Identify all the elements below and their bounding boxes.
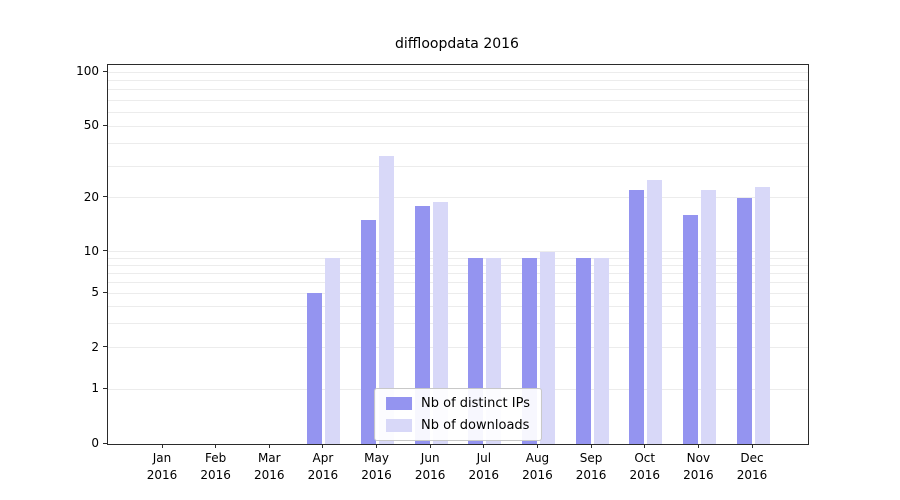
- x-tick-label-mar: Mar 2016: [253, 451, 285, 482]
- x-tick-mark: [644, 444, 646, 448]
- bar-distinct-ips-jun: [414, 205, 430, 444]
- x-tick-mark: [322, 444, 324, 448]
- y-tick-mark: [103, 196, 107, 198]
- x-tick-label-oct: Oct 2016: [629, 451, 660, 482]
- bar-distinct-ips-nov: [682, 215, 698, 444]
- x-tick-mark: [483, 444, 485, 448]
- gridline-7: [108, 272, 808, 274]
- gridline-2: [108, 347, 808, 349]
- bar-downloads-dec: [754, 186, 770, 444]
- y-tick-mark: [103, 346, 107, 348]
- x-tick-mark: [215, 444, 217, 448]
- chart-title: diffloopdata 2016: [395, 36, 519, 52]
- y-tick-label-100: 100: [76, 64, 99, 79]
- bar-downloads-jun: [432, 201, 448, 444]
- gridline-60: [108, 111, 808, 113]
- bar-downloads-sep: [593, 258, 609, 444]
- x-tick-mark: [697, 444, 699, 448]
- gridline-100: [108, 71, 808, 73]
- legend-item-downloads: Nb of downloads: [386, 418, 530, 433]
- bar-distinct-ips-sep: [575, 258, 591, 444]
- x-tick-mark: [590, 444, 592, 448]
- gridline-10: [108, 251, 808, 253]
- x-tick-label-may: May 2016: [361, 451, 392, 482]
- y-tick-label-0: 0: [91, 436, 99, 450]
- x-tick-label-jul: Jul 2016: [468, 451, 500, 482]
- x-tick-mark: [751, 444, 753, 448]
- x-tick-label-sep: Sep 2016: [575, 451, 607, 482]
- gridline-4: [108, 305, 808, 307]
- y-tick-label-1: 1: [91, 381, 99, 396]
- x-tick-mark: [536, 444, 538, 448]
- bar-downloads-apr: [325, 258, 341, 444]
- y-tick-label-50: 50: [83, 118, 99, 133]
- bar-distinct-ips-oct: [629, 190, 645, 444]
- gridline-70: [108, 99, 808, 101]
- legend-swatch-downloads: [386, 419, 413, 432]
- gridline-9: [108, 257, 808, 259]
- gridline-5: [108, 292, 808, 294]
- x-tick-label-dec: Dec 2016: [736, 451, 768, 482]
- bar-downloads-oct: [647, 180, 663, 444]
- x-tick-label-nov: Nov 2016: [683, 451, 714, 482]
- bar-downloads-nov: [700, 190, 716, 444]
- y-tick-mark: [103, 291, 107, 293]
- legend-item-distinct-ips: Nb of distinct IPs: [386, 396, 530, 411]
- y-tick-label-2: 2: [91, 339, 99, 354]
- gridline-90: [108, 79, 808, 81]
- legend-label-distinct-ips: Nb of distinct IPs: [421, 396, 530, 411]
- x-tick-mark: [376, 444, 378, 448]
- bar-distinct-ips-may: [361, 220, 377, 444]
- gridline-30: [108, 165, 808, 167]
- legend: Nb of distinct IPs Nb of downloads: [374, 388, 542, 441]
- x-tick-label-apr: Apr 2016: [307, 451, 339, 482]
- bar-distinct-ips-dec: [736, 197, 752, 444]
- gridline-40: [108, 143, 808, 145]
- legend-swatch-distinct-ips: [386, 397, 413, 410]
- bar-distinct-ips-apr: [307, 293, 323, 444]
- x-tick-mark: [268, 444, 270, 448]
- y-tick-label-10: 10: [83, 243, 99, 258]
- bar-downloads-aug: [539, 251, 555, 444]
- y-tick-label-5: 5: [91, 285, 99, 300]
- x-tick-label-jan: Jan 2016: [146, 451, 178, 482]
- x-tick-mark: [429, 444, 431, 448]
- y-tick-mark: [103, 70, 107, 72]
- x-tick-label-jun: Jun 2016: [414, 451, 446, 482]
- y-tick-mark: [103, 442, 107, 444]
- gridline-50: [108, 125, 808, 127]
- gridline-80: [108, 89, 808, 91]
- y-tick-mark: [103, 124, 107, 126]
- gridline-8: [108, 264, 808, 266]
- x-tick-label-aug: Aug 2016: [522, 451, 553, 482]
- gridline-3: [108, 323, 808, 325]
- x-tick-label-feb: Feb 2016: [200, 451, 231, 482]
- x-tick-mark: [161, 444, 163, 448]
- gridline-6: [108, 281, 808, 283]
- bar-downloads-may: [379, 156, 395, 444]
- y-tick-mark: [103, 387, 107, 389]
- legend-label-downloads: Nb of downloads: [421, 418, 530, 433]
- y-tick-label-20: 20: [83, 189, 99, 204]
- gridline-20: [108, 197, 808, 199]
- y-tick-mark: [103, 250, 107, 252]
- plot-area: Nb of distinct IPs Nb of downloads: [107, 64, 809, 445]
